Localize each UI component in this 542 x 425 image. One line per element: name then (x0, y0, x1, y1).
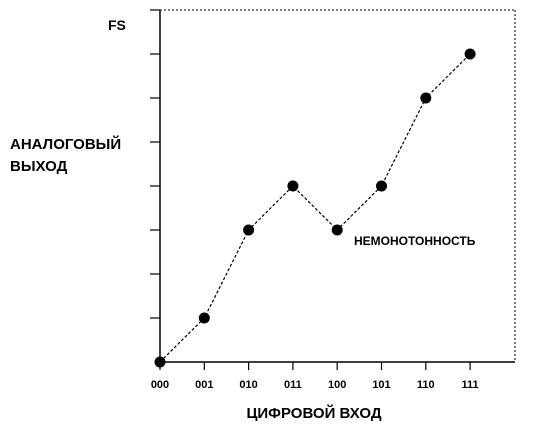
x-tick-label: 110 (417, 379, 435, 391)
x-tick-label: 011 (284, 379, 302, 391)
x-tick-label: 100 (328, 379, 346, 391)
data-point (331, 224, 343, 236)
data-point (198, 312, 210, 324)
data-point (287, 180, 299, 192)
x-tick-label: 101 (372, 379, 390, 391)
data-points (154, 48, 476, 368)
non-monotonicity-annotation: НЕМОНОТОННОСТЬ (354, 234, 476, 248)
x-tick-label: 111 (462, 379, 479, 391)
series-line (159, 53, 471, 363)
data-point (243, 224, 255, 236)
fs-label: FS (108, 17, 126, 33)
data-point (154, 356, 166, 368)
data-point (376, 180, 387, 192)
x-axis-ticks (159, 362, 471, 370)
x-axis-tick-labels: 000 001 010 011 100 101 110 111 (151, 379, 479, 391)
y-axis-label-line-2: ВЫХОД (10, 158, 68, 175)
x-tick-label: 010 (239, 379, 257, 391)
x-axis-label: ЦИФРОВОЙ ВХОД (246, 404, 381, 422)
x-tick-label: 000 (151, 379, 169, 391)
x-tick-label: 001 (195, 379, 213, 391)
y-axis-label-line-1: АНАЛОГОВЫЙ (10, 135, 121, 153)
y-axis-ticks (150, 9, 160, 319)
data-point (420, 92, 432, 104)
data-point (464, 48, 476, 60)
